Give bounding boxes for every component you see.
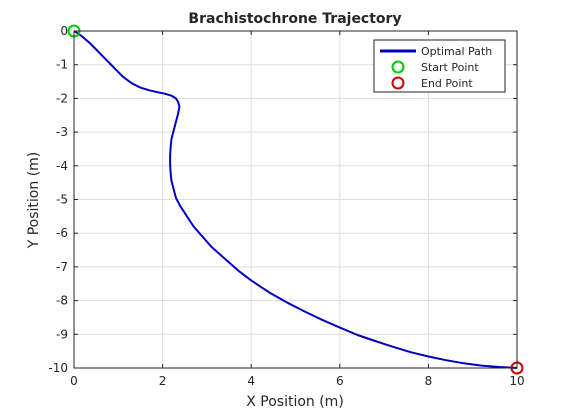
legend-box	[373, 39, 506, 93]
y-tick-label: -2	[56, 91, 68, 105]
x-tick-label: 0	[70, 374, 78, 388]
legend-marker-swatch	[391, 60, 405, 74]
chart-title: Brachistochrone Trajectory	[188, 11, 401, 27]
legend: Optimal Path Start Point End Point	[373, 39, 506, 93]
x-tick-label: 6	[336, 374, 344, 388]
y-tick-label: -1	[56, 58, 68, 72]
y-tick-label: -5	[56, 193, 68, 207]
legend-label: Optimal Path	[421, 45, 492, 58]
y-axis-label: Y Position (m)	[26, 152, 42, 250]
legend-marker-swatch	[391, 76, 405, 90]
grid	[73, 30, 518, 369]
optimal-path-line	[73, 30, 518, 369]
x-tick-label: 8	[425, 374, 433, 388]
x-tick-label: 10	[509, 374, 524, 388]
y-tick-label: -7	[56, 260, 68, 274]
legend-label: Start Point	[421, 61, 479, 74]
x-tick-label: 4	[247, 374, 255, 388]
y-tick-label: 0	[60, 24, 68, 38]
y-tick-label: -9	[56, 327, 68, 341]
x-axis-label: X Position (m)	[246, 394, 344, 410]
legend-label: End Point	[421, 77, 473, 90]
y-tick-label: -6	[56, 226, 68, 240]
y-tick-label: -3	[56, 125, 68, 139]
y-tick-label: -8	[56, 294, 68, 308]
x-tick-label: 2	[159, 374, 167, 388]
y-tick-label: -4	[56, 159, 68, 173]
axes: 0 2 4 6 8 10 0 -1 -2 -3 -4 -5 -6 -7 -8 -9 -10	[48, 24, 524, 388]
y-tick-label: -10	[48, 361, 68, 375]
